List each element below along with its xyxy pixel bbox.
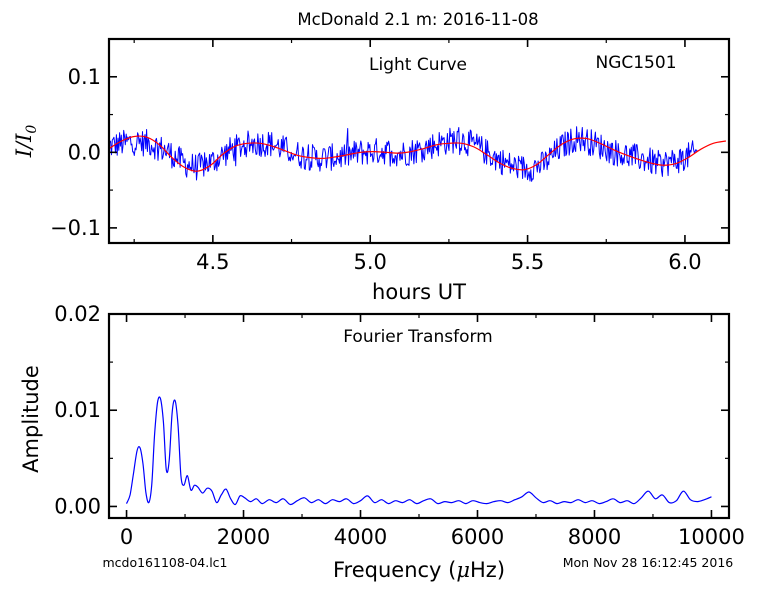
fourier-xlabel-mu: μ (456, 558, 470, 582)
light-curve-ylabel-sub: 0 (24, 125, 40, 134)
light-curve-tick-labels: 4.5 5.0 5.5 6.0 −0.1 0.0 0.1 (50, 65, 702, 274)
light-curve-frame (107, 37, 731, 245)
footer-timestamp: Mon Nov 28 16:12:45 2016 (563, 555, 734, 570)
x-tick-label: 2000 (217, 525, 270, 549)
fourier-xlabel-pre: Frequency ( (333, 558, 456, 582)
fourier-ylabel: Amplitude (19, 365, 43, 473)
x-tick-label: 4.5 (196, 250, 229, 274)
sinusoid-fit-line (109, 135, 727, 172)
x-tick-label: 4000 (334, 525, 387, 549)
amplitude-spectrum-line (125, 396, 712, 506)
light-curve-xlabel: hours UT (372, 280, 466, 304)
fourier-title: Fourier Transform (343, 327, 492, 347)
x-tick-label: 5.0 (354, 250, 387, 274)
x-tick-label: 6000 (451, 525, 504, 549)
light-curve-ylabel-main: I/I (12, 133, 36, 158)
light-curve-title: Light Curve (369, 55, 467, 75)
y-tick-label: 0.01 (54, 398, 101, 422)
y-tick-label: 0.00 (54, 494, 101, 518)
y-tick-label: 0.02 (54, 302, 101, 326)
fourier-panel: Fourier Transform 0 2000 4000 6000 8000 10000… (19, 302, 745, 582)
x-tick-label: 5.5 (511, 250, 544, 274)
y-tick-label: 0.0 (68, 140, 101, 164)
fourier-frame (107, 312, 731, 520)
light-curve-panel: Light Curve NGC1501 4.5 5.0 5.5 6.0 −0.1 0.0 0… (12, 37, 731, 304)
figure-title: McDonald 2.1 m: 2016-11-08 (297, 10, 538, 29)
fourier-xlabel: Frequency (μHz) (333, 558, 505, 582)
light-curve-ticks (109, 38, 729, 243)
observed-light-curve-line (109, 126, 698, 182)
x-tick-label: 6.0 (668, 250, 701, 274)
x-tick-label: 8000 (568, 525, 621, 549)
x-tick-label: 0 (120, 525, 133, 549)
y-tick-label: 0.1 (68, 65, 101, 89)
footer-filename: mcdo161108-04.lc1 (102, 555, 227, 570)
x-tick-label: 10000 (678, 525, 745, 549)
light-curve-plot-area (109, 39, 729, 243)
object-label: NGC1501 (595, 53, 676, 73)
light-curve-ylabel: I/I0 (12, 125, 40, 159)
fourier-xlabel-post: Hz) (470, 558, 505, 582)
light-curve-series-group (109, 126, 727, 182)
fourier-plot-area (109, 314, 729, 518)
fourier-tick-labels: 0 2000 4000 6000 8000 10000 0.00 0.01 0.02 (54, 302, 745, 549)
fourier-series-group (125, 396, 712, 506)
y-tick-label: −0.1 (50, 216, 101, 240)
